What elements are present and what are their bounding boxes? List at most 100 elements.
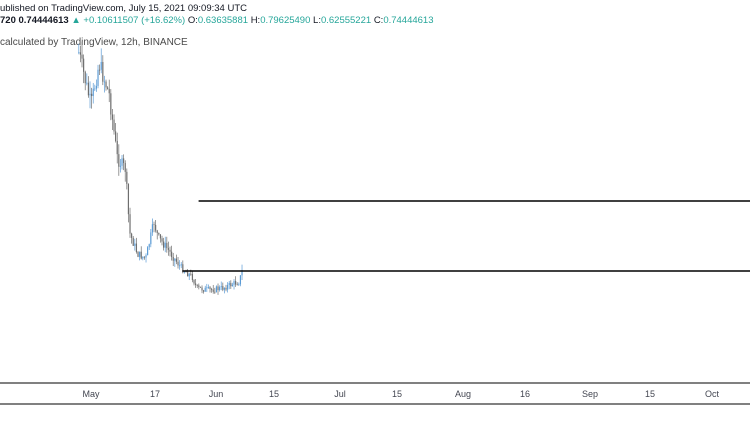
x-tick-label: Jul bbox=[334, 389, 346, 399]
candle-body bbox=[177, 261, 179, 266]
candle-body bbox=[86, 82, 88, 84]
candle-body bbox=[167, 248, 170, 250]
candle-body bbox=[153, 224, 155, 226]
candle-body bbox=[179, 265, 181, 267]
candle-body bbox=[204, 287, 206, 292]
candle-body bbox=[143, 256, 146, 258]
candle-body bbox=[134, 243, 136, 246]
candle-body bbox=[164, 242, 166, 248]
candle-body bbox=[227, 284, 229, 290]
levels-group bbox=[182, 200, 750, 272]
candle-body bbox=[121, 158, 123, 166]
ohlc-line: 720 0.74444613 ▲ +0.10611507 (+16.62%) O… bbox=[0, 15, 434, 26]
open-label: O: bbox=[187, 15, 198, 26]
candle-body bbox=[175, 258, 178, 262]
candle-body bbox=[113, 119, 115, 132]
close-value: 0.74444613 bbox=[383, 15, 434, 26]
low-value: 0.62555221 bbox=[320, 15, 372, 26]
symbol-suffix: 720 bbox=[0, 15, 16, 26]
candle-body bbox=[84, 71, 86, 84]
high-value: 0.79625490 bbox=[260, 15, 311, 26]
candle-body bbox=[135, 243, 138, 253]
candle-body bbox=[103, 81, 106, 83]
candle-body bbox=[214, 291, 216, 293]
candle-body bbox=[174, 258, 176, 261]
open-value: 0.63635881 bbox=[197, 15, 249, 26]
published-text: ublished on TradingView.com, July 15, 20… bbox=[0, 3, 247, 14]
candle-body bbox=[97, 69, 99, 86]
candle-body bbox=[119, 165, 122, 167]
published-line: ublished on TradingView.com, July 15, 20… bbox=[0, 3, 247, 14]
candle-body bbox=[195, 283, 197, 285]
candle-body bbox=[230, 282, 232, 287]
candle-body bbox=[110, 93, 112, 115]
candle-body bbox=[199, 286, 202, 288]
candle-body bbox=[102, 61, 104, 82]
candle-body bbox=[137, 252, 139, 257]
candle-body bbox=[124, 163, 126, 172]
candle-body bbox=[228, 282, 230, 285]
candle-body bbox=[105, 81, 107, 88]
candle-body bbox=[95, 85, 98, 89]
candle-body bbox=[155, 224, 157, 231]
candle-body bbox=[158, 232, 160, 235]
candle-body bbox=[129, 214, 131, 234]
candle-body bbox=[172, 256, 174, 261]
candle-body bbox=[209, 287, 211, 289]
candle-body bbox=[131, 233, 133, 238]
candle-body bbox=[100, 61, 102, 70]
candle-body bbox=[151, 224, 154, 233]
candle-body bbox=[166, 242, 168, 249]
candle-body bbox=[118, 154, 120, 167]
candle-body bbox=[196, 284, 198, 286]
candle-body bbox=[161, 238, 163, 242]
candle-body bbox=[241, 270, 243, 276]
x-tick-label: 15 bbox=[645, 389, 655, 399]
candle-body bbox=[223, 287, 226, 290]
candle-body bbox=[78, 52, 80, 54]
candle-body bbox=[147, 247, 149, 256]
candle-body bbox=[115, 131, 117, 141]
high-label: H: bbox=[250, 15, 261, 26]
candle-body bbox=[156, 230, 158, 233]
candle-body bbox=[217, 286, 219, 291]
candle-body bbox=[201, 287, 203, 291]
candle-body bbox=[107, 87, 109, 89]
candle-body bbox=[81, 54, 83, 59]
candle-body bbox=[139, 251, 141, 257]
candle-body bbox=[185, 271, 187, 273]
candle-body bbox=[79, 52, 82, 55]
candle-body bbox=[126, 171, 128, 184]
candle-body bbox=[94, 88, 96, 90]
candle-body bbox=[203, 290, 205, 292]
candle-body bbox=[233, 281, 235, 285]
candle-body bbox=[87, 82, 90, 96]
candle-body bbox=[150, 232, 152, 245]
candle-body bbox=[148, 244, 150, 248]
x-tick-label: 15 bbox=[392, 389, 402, 399]
candle-body bbox=[83, 58, 85, 72]
x-tick-label: 17 bbox=[150, 389, 160, 399]
candle-body bbox=[169, 249, 171, 252]
candle-body bbox=[219, 287, 221, 291]
candle-body bbox=[222, 286, 224, 290]
x-tick-label: 15 bbox=[269, 389, 279, 399]
x-tick-label: Aug bbox=[455, 389, 471, 399]
candle-body bbox=[188, 273, 190, 277]
source-text: calculated by TradingView, 12h, BINANCE bbox=[0, 37, 188, 48]
candle-body bbox=[92, 88, 94, 97]
candle-body bbox=[225, 287, 227, 290]
x-tick-label: Jun bbox=[209, 389, 224, 399]
last-price: 0.74444613 bbox=[18, 15, 69, 26]
change-up-icon: ▲ bbox=[71, 15, 81, 26]
candle-body bbox=[145, 255, 147, 258]
candle-body bbox=[99, 69, 101, 71]
candle-body bbox=[159, 234, 162, 239]
candles-group bbox=[78, 41, 243, 295]
candle-body bbox=[142, 256, 144, 259]
candle-body bbox=[236, 284, 238, 286]
x-tick-label: 16 bbox=[520, 389, 530, 399]
candle-body bbox=[198, 285, 200, 287]
candle-body bbox=[220, 286, 222, 288]
